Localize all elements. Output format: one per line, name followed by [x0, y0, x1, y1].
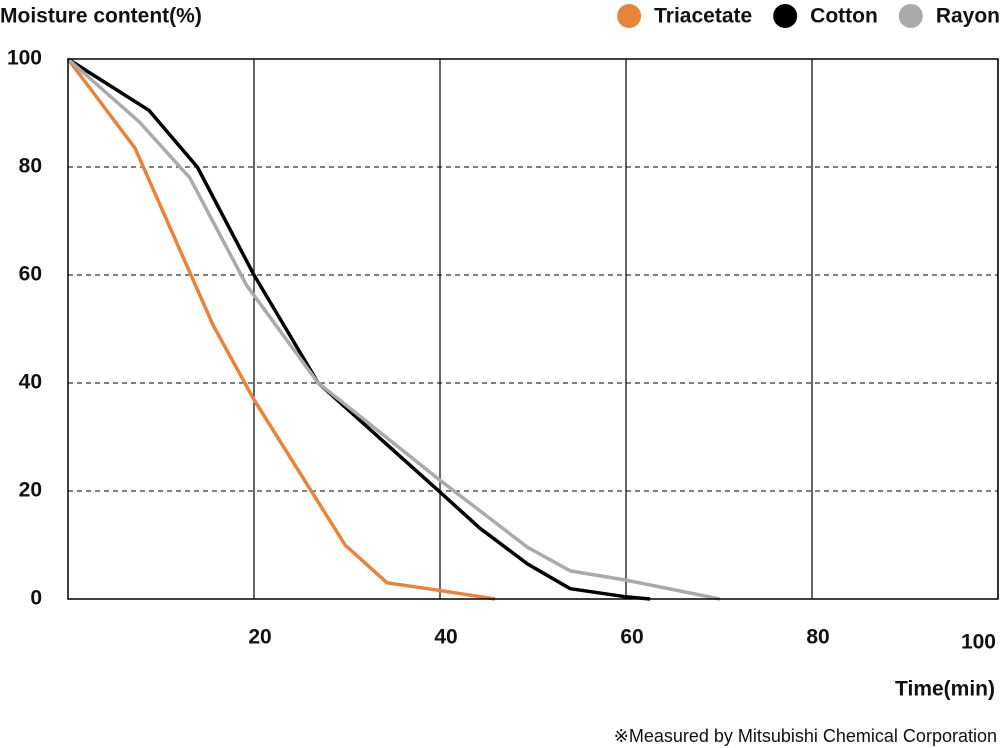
legend-label: Rayon	[936, 5, 1000, 28]
series-line	[66, 57, 721, 601]
legend-marker	[617, 4, 642, 28]
y-tick-label: 80	[19, 155, 42, 178]
x-tick-label: 60	[620, 626, 643, 649]
x-tick-label: 100	[961, 631, 996, 654]
x-tick-label: 80	[806, 626, 829, 649]
y-axis-title: Moisture content(%)	[0, 5, 202, 28]
plot-frame	[67, 58, 999, 600]
y-tick-label: 0	[30, 587, 42, 610]
legend-marker	[773, 4, 798, 28]
x-tick-label: 20	[248, 626, 271, 649]
legend-label: Triacetate	[654, 5, 752, 28]
footnote: ※Measured by Mitsubishi Chemical Corpora…	[614, 726, 997, 746]
legend-label: Cotton	[810, 5, 878, 28]
series-line	[66, 57, 496, 601]
y-tick-label: 60	[19, 263, 42, 286]
x-axis-title: Time(min)	[895, 678, 995, 701]
y-tick-label: 100	[7, 47, 42, 70]
x-tick-label: 40	[434, 626, 457, 649]
legend-marker	[898, 4, 923, 28]
lines	[66, 57, 721, 601]
series-line	[67, 57, 651, 601]
grid	[68, 58, 999, 600]
y-tick-label: 20	[19, 479, 42, 502]
y-tick-label: 40	[19, 371, 42, 394]
